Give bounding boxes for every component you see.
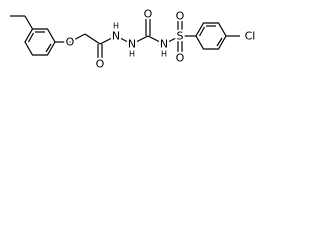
atom-label: Cl	[245, 30, 256, 43]
bond	[69, 33, 86, 43]
bond	[45, 43, 52, 53]
bonds	[10, 15, 240, 62]
atom-label: O	[176, 10, 185, 23]
ring	[195, 22, 227, 50]
bond	[198, 26, 206, 37]
ring	[24, 28, 56, 56]
atom-label: H	[113, 22, 119, 31]
atom-label: O	[96, 58, 105, 71]
atom-label: O	[144, 8, 153, 21]
atom-label: S	[177, 30, 184, 43]
bond	[99, 35, 117, 45]
bond	[27, 32, 35, 43]
atom-label: N	[160, 38, 168, 51]
bond	[147, 35, 165, 45]
bond	[216, 37, 223, 47]
atom-label: H	[161, 50, 167, 59]
atom-label: O	[176, 52, 185, 65]
atom-label: O	[66, 36, 75, 49]
bond	[115, 35, 133, 45]
structure: O O N H N H O N H S O O Cl	[10, 6, 258, 73]
atom-label: N	[128, 38, 136, 51]
bond	[163, 35, 181, 45]
bond	[24, 15, 34, 30]
bond	[84, 33, 101, 45]
bond	[131, 35, 149, 45]
page: {"atoms": ["O", "O", "N", "H", "N", "H",…	[0, 0, 320, 84]
atom-label: H	[129, 50, 135, 59]
atom-label: N	[112, 30, 120, 43]
atom-labels: O O N H N H O N H S O O Cl	[64, 6, 258, 73]
